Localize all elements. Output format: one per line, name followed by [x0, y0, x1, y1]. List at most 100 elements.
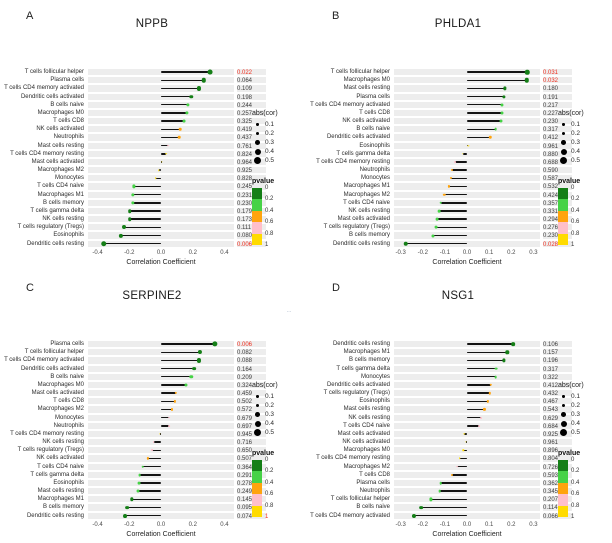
pvalue-tick-label: 0.2 [265, 196, 274, 203]
cell-type-label: Dendritic cells activated [20, 365, 84, 372]
lollipop-dot [128, 209, 132, 213]
lollipop-dot [165, 153, 168, 155]
abscor-size-dot [253, 156, 262, 165]
pvalue-label: 0.364 [234, 463, 266, 471]
cell-type-label: NK cells resting [348, 414, 390, 421]
lollipop-dot [177, 136, 181, 139]
pvalue-legend-ticks: 0 0.2 0.4 0.6 0.8 1 [262, 185, 282, 248]
lollipop-row: B cells naive 0.114 [310, 503, 612, 511]
abscor-legend-item: 0.3 [252, 410, 304, 419]
x-axis-title: Correlation Coefficient [432, 258, 502, 266]
lollipop-row: Neutrophils 0.437 [4, 133, 306, 141]
lollipop-plot-cell [88, 231, 234, 239]
cell-type-label: T cells CD4 memory resting [316, 455, 390, 462]
pvalue-label: 0.022 [234, 68, 266, 76]
pvalue-tick-label: 0.2 [265, 468, 274, 475]
x-axis: -0.4 -0.2 0.0 0.2 0.4 Correlation Coefficient [88, 248, 234, 272]
pvalue-label: 0.459 [234, 389, 266, 397]
lollipop-dot [489, 383, 492, 387]
lollipop-stem [161, 136, 180, 139]
lollipop-stem [455, 161, 467, 163]
pvalue-legend-title: pvalue [558, 450, 581, 457]
pvalue-label: 0.317 [540, 125, 572, 133]
pvalue-label: 0.028 [540, 240, 572, 248]
pvalue-label: 0.245 [234, 182, 266, 190]
abscor-size-label: 0.3 [571, 139, 581, 146]
lollipop-plot-cell [394, 438, 540, 446]
pvalue-label: 0.437 [234, 133, 266, 141]
x-axis-tick: -0.2 [417, 521, 428, 528]
lollipop-stem [467, 392, 490, 394]
cell-type-label: T cells gamma delta [336, 365, 390, 372]
pvalue-colorbar-segment [252, 460, 262, 472]
lollipop-plot-cell [394, 142, 540, 150]
pvalue-label: 0.650 [234, 446, 266, 454]
pvalue-label: 0.324 [234, 381, 266, 389]
cell-type-label: Dendritic cells resting [332, 341, 390, 347]
lollipop-dot [505, 350, 510, 354]
lollipop-plot-cell [88, 223, 234, 231]
cell-type-label: T cells gamma delta [30, 471, 84, 478]
lollipop-plot-cell [88, 389, 234, 397]
lollipop-stem [158, 169, 161, 171]
cell-type-label: T cells CD4 naive [37, 183, 84, 190]
lollipop-row: T cells gamma delta 0.291 [4, 471, 306, 479]
abscor-legend-item: 0.5 [558, 428, 610, 437]
pvalue-colorbar-segment [558, 494, 568, 506]
abscor-size-dot [561, 403, 566, 408]
cell-type-label: B cells memory [42, 504, 84, 511]
x-axis-tick: 0.2 [188, 249, 197, 256]
lollipop-dot [184, 383, 188, 387]
lollipop-stem [161, 153, 167, 155]
pvalue-label: 0.198 [234, 93, 266, 101]
cell-type-label: Macrophages M2 [343, 191, 390, 198]
lollipop-stem [137, 490, 161, 492]
lollipop-stem [467, 359, 505, 362]
lollipop-stem [456, 465, 467, 468]
lollipop-dot [459, 457, 461, 460]
x-axis-tick: 0.0 [156, 249, 166, 256]
pvalue-label: 0.114 [540, 503, 572, 511]
lollipop-plot-cell [88, 199, 234, 207]
abscor-legend-item: 0.5 [252, 428, 304, 437]
pvalue-label: 0.032 [540, 76, 572, 84]
lollipop-dot [150, 449, 153, 452]
cell-type-label: NK cells activated [36, 455, 84, 462]
cell-type-label: Neutrophils [359, 488, 390, 495]
lollipop-row: Macrophages M0 0.896 [310, 446, 612, 454]
gene-title: SERPINE2 [122, 290, 182, 302]
x-axis-tick: 0.1 [484, 249, 494, 256]
lollipop-plot-cell [394, 446, 540, 454]
lollipop-plot-cell [394, 68, 540, 76]
pvalue-colorbar-segment [252, 482, 262, 495]
legend: abs(cor) 0.1 0.2 0.3 0.4 0.5 pvalue 0 0.2 0.4 0.6 0… [252, 382, 304, 520]
lollipop-rows: Dendritic cells resting 0.106 Macrophages … [310, 340, 612, 520]
lollipop-row: Neutrophils 0.345 [310, 487, 612, 495]
cell-type-label: T cells CD4 memory activated [4, 85, 84, 92]
pvalue-label: 0.587 [540, 174, 572, 182]
lollipop-stem [161, 376, 192, 378]
lollipop-row: Plasma cells 0.064 [4, 76, 306, 84]
lollipop-stem [467, 71, 528, 73]
pvalue-label: 0.593 [540, 471, 572, 479]
pvalue-label: 0.317 [540, 365, 572, 373]
lollipop-row: T cells follicular helper 0.207 [310, 495, 612, 503]
pvalue-label: 0.244 [234, 101, 266, 109]
lollipop-row: B cells memory 0.196 [310, 356, 612, 364]
lollipop-row: T cells gamma delta 0.179 [4, 207, 306, 215]
lollipop-stem [464, 433, 467, 435]
lollipop-row: T cells CD4 memory resting 0.804 [310, 454, 612, 462]
lollipop-dot [428, 497, 433, 501]
lollipop-dot [146, 457, 149, 460]
pvalue-label: 0.412 [540, 133, 572, 141]
x-axis-tick: 0.3 [529, 521, 538, 528]
cell-type-label: NK cells activated [342, 118, 390, 125]
cell-type-label: Macrophages M1 [37, 191, 84, 198]
pvalue-tick-label: 0.2 [571, 196, 580, 203]
lollipop-stem [467, 120, 502, 122]
lollipop-dot [185, 111, 189, 115]
pvalue-label: 0.066 [540, 512, 572, 520]
lollipop-dot [462, 449, 464, 452]
lollipop-plot-cell [88, 446, 234, 454]
lollipop-stem [161, 384, 186, 386]
